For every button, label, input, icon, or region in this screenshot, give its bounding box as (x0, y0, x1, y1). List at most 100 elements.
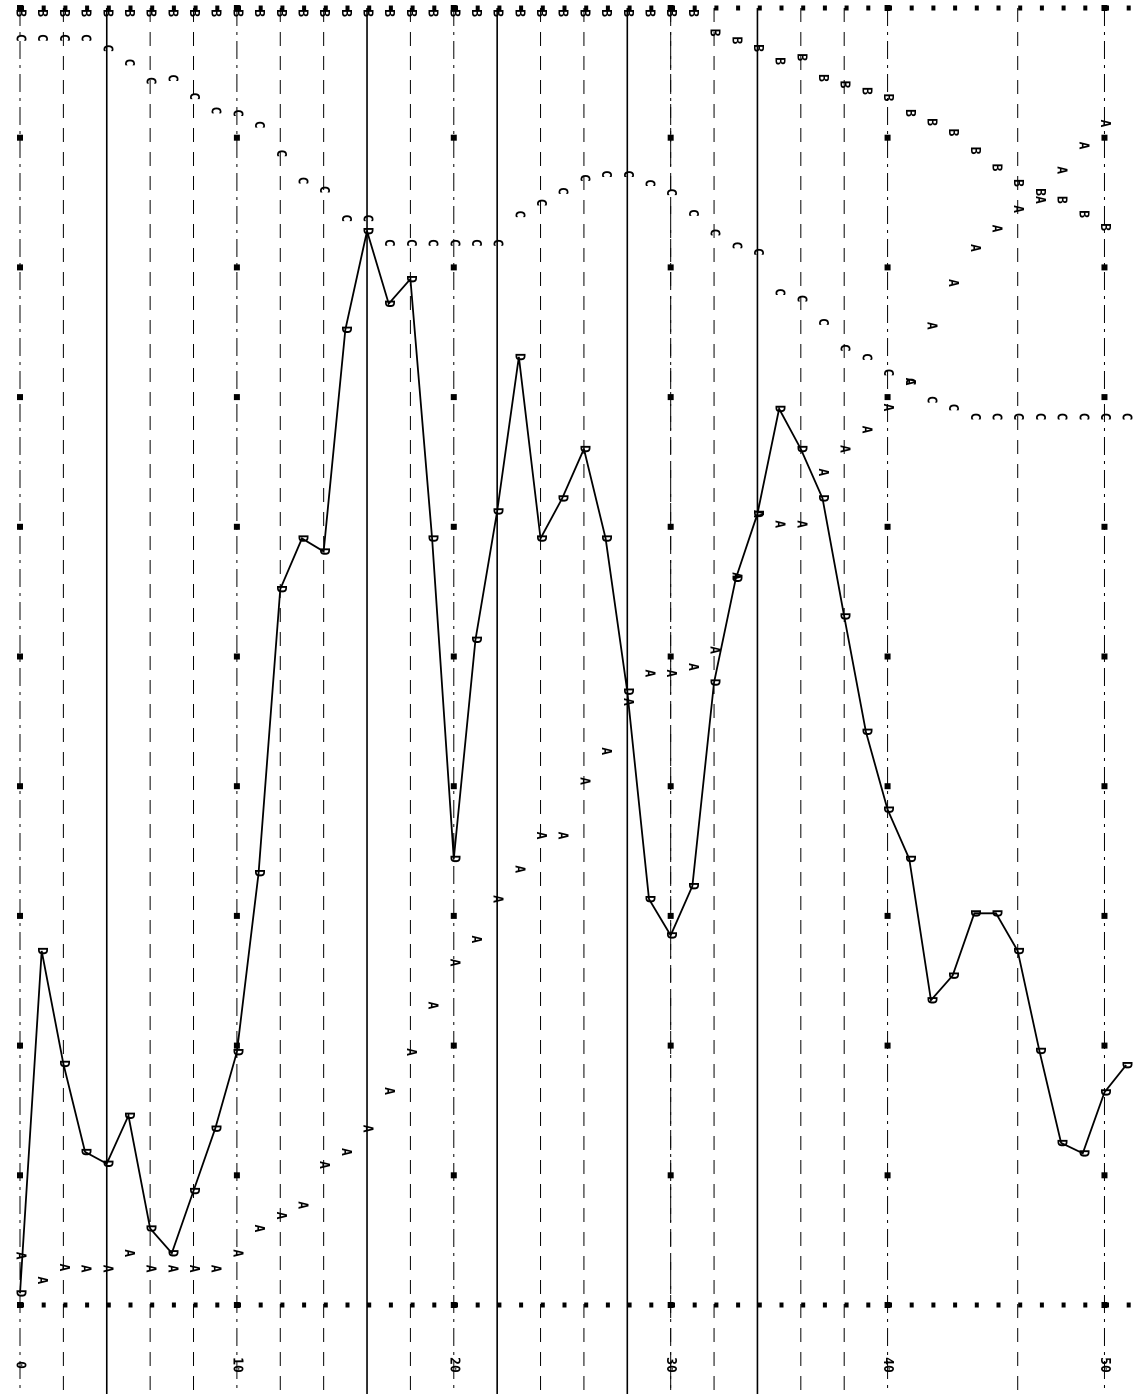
point-marker: A (403, 1048, 418, 1056)
grid-dot (884, 264, 891, 271)
point-marker: C (360, 214, 375, 222)
point-marker: C (1010, 413, 1025, 421)
point-marker: A (490, 895, 505, 903)
point-marker: D (273, 585, 288, 593)
point-marker: C (186, 92, 201, 100)
point-marker: C (707, 228, 722, 236)
point-marker: C (945, 404, 960, 412)
point-marker: D (251, 869, 266, 877)
point-marker: A (1075, 142, 1090, 150)
point-marker: D (772, 405, 787, 413)
grid-dot (17, 1302, 23, 1308)
point-marker: A (772, 520, 787, 528)
grid-dot (884, 394, 891, 401)
point-marker: C (793, 295, 808, 303)
grid-dot (450, 523, 457, 530)
point-marker: A (533, 832, 548, 840)
point-marker: C (576, 174, 591, 182)
grid-dot (17, 5, 23, 11)
point-marker: A (1054, 166, 1069, 174)
grid-dot (17, 264, 23, 271)
point-marker: A (294, 1201, 309, 1209)
grid-dot (884, 1172, 891, 1179)
point-marker: A (923, 322, 938, 330)
point-marker: B (403, 9, 418, 17)
point-marker: A (511, 865, 526, 873)
point-marker: C (1119, 413, 1134, 421)
point-marker: A (967, 244, 982, 252)
point-marker: B (13, 9, 28, 17)
point-marker: B (685, 9, 700, 17)
point-marker: D (425, 535, 440, 543)
point-marker: D (793, 445, 808, 453)
grid-dot (450, 912, 457, 919)
point-marker: A (143, 1265, 158, 1273)
grid-dot (233, 1302, 240, 1308)
grid-dot (233, 783, 240, 790)
point-marker: C (837, 344, 852, 352)
point-marker: C (1032, 413, 1047, 421)
point-marker: B (56, 9, 71, 17)
point-marker: A (1032, 196, 1047, 204)
point-marker: B (360, 9, 375, 17)
point-marker: B (294, 9, 309, 17)
grid-dot (884, 134, 891, 141)
point-marker: B (793, 53, 808, 61)
grid-dot (233, 5, 240, 11)
point-marker: D (381, 300, 396, 308)
point-marker: C (880, 369, 895, 377)
point-marker: D (1010, 947, 1025, 955)
grid-dot (17, 523, 23, 530)
point-marker: C (121, 59, 136, 67)
grid-dot (1101, 1172, 1108, 1179)
grid-dot (450, 134, 457, 141)
point-marker: C (728, 241, 743, 249)
grid-dot (233, 264, 240, 271)
x-tick-label: 30 (663, 1357, 678, 1373)
point-marker: D (902, 855, 917, 863)
grid-dot (1101, 394, 1108, 401)
point-marker: A (360, 1125, 375, 1133)
point-marker: B (251, 9, 266, 17)
point-marker: C (1097, 413, 1112, 421)
point-marker: D (99, 1160, 114, 1168)
point-marker: A (381, 1087, 396, 1095)
grid-dot (884, 1302, 891, 1308)
point-marker: D (989, 909, 1004, 917)
point-marker: B (78, 9, 93, 17)
point-marker: D (815, 494, 830, 502)
point-marker: D (143, 1225, 158, 1233)
point-marker: C (555, 187, 570, 195)
point-marker: C (750, 248, 765, 256)
point-marker: D (511, 353, 526, 361)
point-marker: A (273, 1212, 288, 1220)
point-marker: B (576, 9, 591, 17)
grid-dot (450, 5, 457, 11)
point-marker: B (620, 9, 635, 17)
point-marker: A (750, 510, 765, 518)
point-marker: D (728, 575, 743, 583)
point-marker: D (663, 931, 678, 939)
point-marker: B (468, 9, 483, 17)
point-marker: B (511, 9, 526, 17)
point-marker: A (208, 1265, 223, 1273)
point-marker: C (663, 188, 678, 196)
point-marker: D (229, 1048, 244, 1056)
point-marker: D (858, 728, 873, 736)
point-marker: A (164, 1265, 179, 1273)
point-marker: C (902, 378, 917, 386)
grid-dot (1101, 134, 1108, 141)
point-marker: A (13, 1252, 28, 1260)
point-marker: C (99, 44, 114, 52)
grid-dot (1101, 264, 1108, 271)
point-marker: B (164, 9, 179, 17)
point-marker: C (425, 239, 440, 247)
grid-dot (233, 1172, 240, 1179)
point-marker: D (945, 972, 960, 980)
point-marker: A (902, 378, 917, 386)
point-marker: A (186, 1265, 201, 1273)
grid-dot (17, 653, 23, 660)
point-marker: D (598, 535, 613, 543)
grid-dot (450, 264, 457, 271)
point-marker: B (208, 9, 223, 17)
